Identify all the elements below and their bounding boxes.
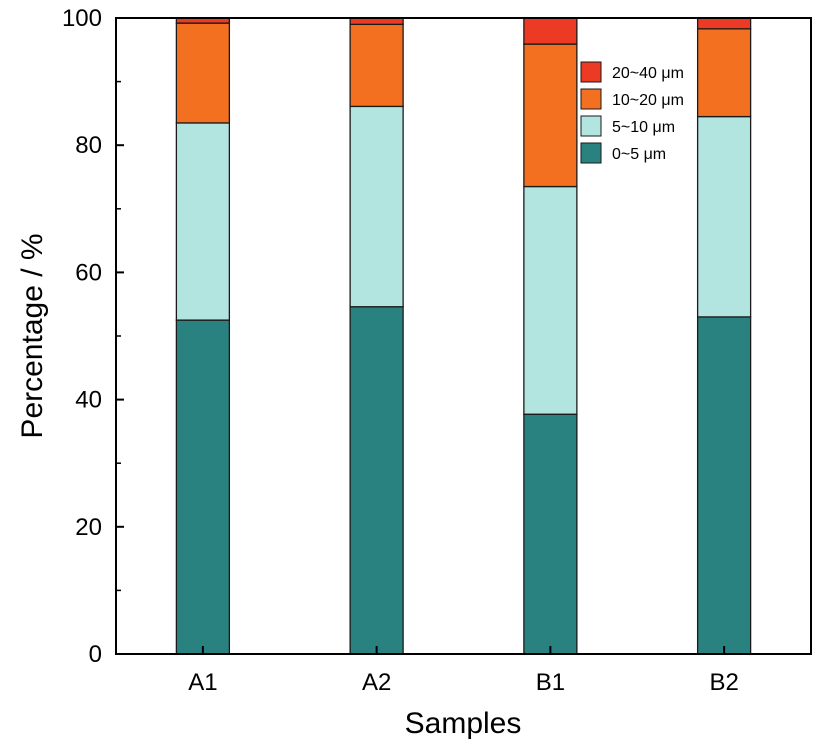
y-tick-label: 20 <box>75 514 102 541</box>
bar-segment-B1-3 <box>523 43 578 188</box>
bar-segment-A2-2 <box>349 105 404 308</box>
x-axis-title: Samples <box>405 707 522 740</box>
y-tick-label: 100 <box>62 5 102 32</box>
bar-segment-B2-2 <box>696 115 752 318</box>
y-tick-label: 40 <box>75 387 102 414</box>
x-tick-label: B1 <box>536 669 565 696</box>
axes-layer: 0 20 40 60 80 100 A1 A2 B1 B2 <box>62 5 812 696</box>
legend-label: 20~40 μm <box>612 65 684 82</box>
bar-segment-B2-1 <box>696 316 752 655</box>
legend-label: 0~5 μm <box>612 146 666 163</box>
y-tick-label: 0 <box>89 641 102 668</box>
legend-label: 5~10 μm <box>612 119 675 136</box>
bar-segment-B1-1 <box>523 413 578 655</box>
bar-segment-A1-1 <box>175 319 231 655</box>
legend-label: 10~20 μm <box>612 92 684 109</box>
bar-segment-B1-4 <box>523 17 578 45</box>
y-axis-title: Percentage / % <box>16 233 49 438</box>
legend-swatch <box>580 142 602 164</box>
legend-swatch <box>580 61 602 83</box>
bar-segment-A2-3 <box>349 23 404 108</box>
bar-segment-A2-1 <box>349 306 404 655</box>
bar-segment-A1-2 <box>175 122 231 321</box>
legend: 20~40 μm 10~20 μm 5~10 μm 0~5 μm <box>580 61 684 164</box>
bars-layer <box>175 17 752 655</box>
y-tick-label: 60 <box>75 259 102 286</box>
x-tick-label: A1 <box>188 669 217 696</box>
bar-segment-B2-3 <box>696 28 752 118</box>
legend-swatch <box>580 88 602 110</box>
bar-segment-B1-2 <box>523 185 578 415</box>
legend-swatch <box>580 115 602 137</box>
y-tick-label: 80 <box>75 132 102 159</box>
x-tick-label: A2 <box>362 669 391 696</box>
bar-segment-B2-4 <box>696 17 752 30</box>
bar-segment-A1-3 <box>175 22 231 124</box>
x-tick-label: B2 <box>709 669 738 696</box>
